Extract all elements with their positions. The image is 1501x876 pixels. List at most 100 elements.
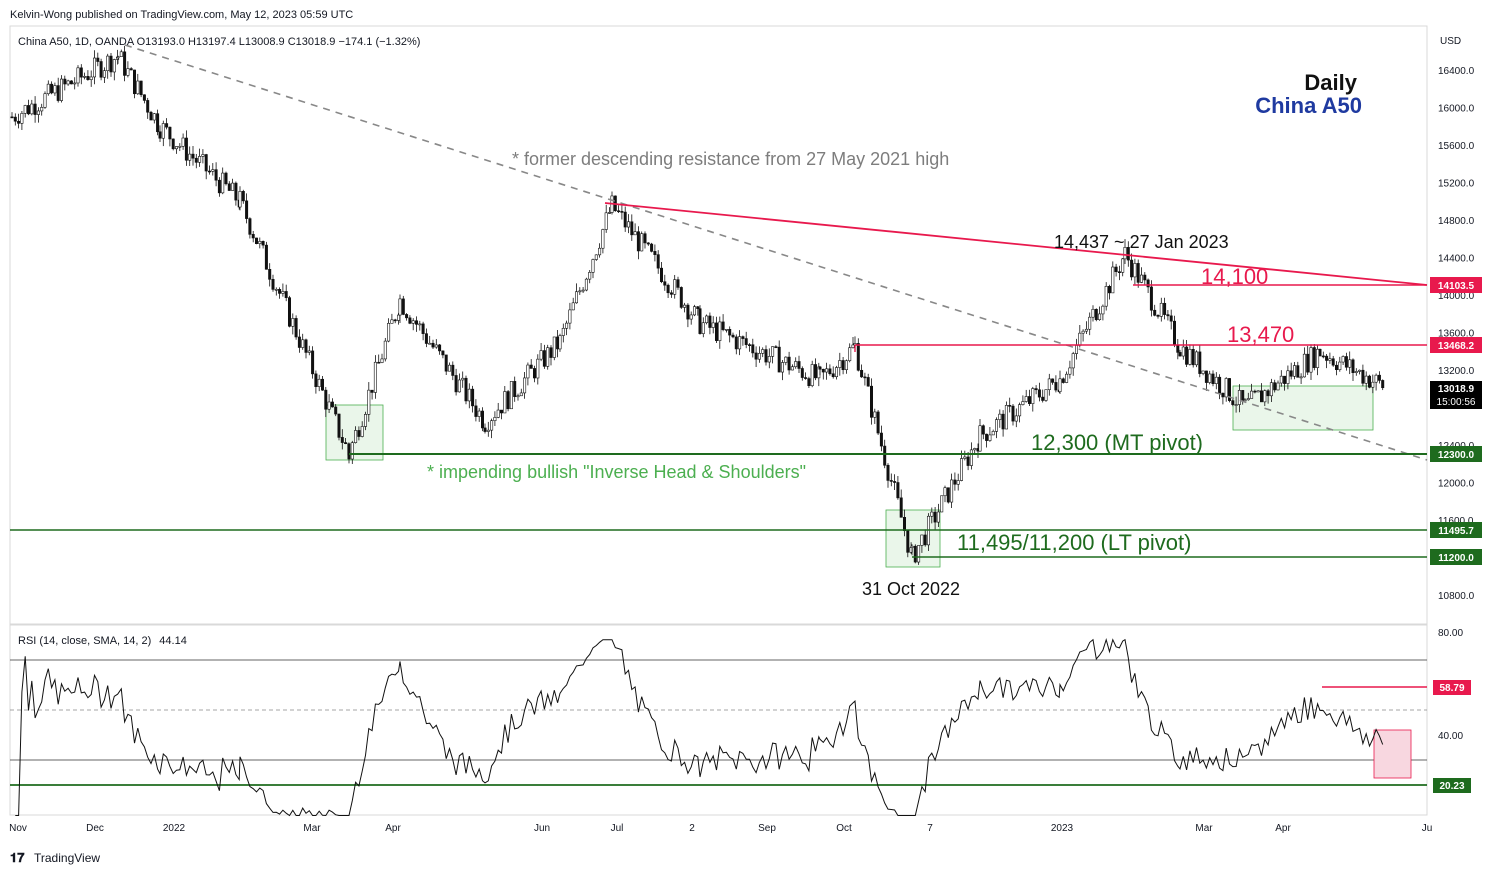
price-tag-last: 13018.9 15:00:56 bbox=[1430, 381, 1482, 409]
footer-brand: TradingView bbox=[34, 851, 100, 865]
candle-body bbox=[1201, 370, 1205, 374]
candle-body bbox=[66, 80, 70, 85]
candle-body bbox=[1021, 401, 1025, 405]
candle-body bbox=[461, 377, 465, 381]
candle-body bbox=[956, 480, 960, 485]
candle-body bbox=[1371, 381, 1375, 388]
candle-body bbox=[231, 182, 235, 191]
candle-body bbox=[1293, 365, 1297, 377]
candle-body bbox=[464, 377, 468, 402]
candle-body bbox=[1149, 286, 1153, 311]
candle-body bbox=[367, 389, 371, 415]
candle-body bbox=[542, 350, 546, 367]
candle-body bbox=[571, 302, 575, 311]
price-tick-0: 16400.0 bbox=[1438, 66, 1475, 77]
candle-body bbox=[1328, 358, 1332, 361]
candle-body bbox=[152, 113, 156, 121]
candle-body bbox=[988, 434, 992, 441]
price-tick-4: 14800.0 bbox=[1438, 216, 1475, 227]
candle-body bbox=[208, 170, 212, 173]
candle-body bbox=[1344, 356, 1348, 368]
candle-body bbox=[112, 59, 116, 73]
candle-body bbox=[1058, 378, 1062, 392]
candle-body bbox=[902, 517, 906, 532]
candle-body bbox=[673, 279, 677, 295]
candle-body bbox=[698, 308, 702, 334]
candle-body bbox=[1091, 308, 1095, 318]
candle-body bbox=[994, 419, 998, 432]
rsi-label: RSI (14, close, SMA, 14, 2) 44.14 bbox=[18, 635, 187, 647]
candle-body bbox=[1208, 373, 1212, 383]
candle-body bbox=[800, 368, 804, 378]
candle-body bbox=[780, 362, 784, 373]
candle-body bbox=[1133, 263, 1137, 278]
candle-body bbox=[96, 57, 100, 62]
candle-body bbox=[643, 233, 647, 244]
candle-body bbox=[1364, 375, 1368, 384]
candle-body bbox=[56, 85, 60, 101]
candle-body bbox=[1296, 365, 1300, 378]
candle-body bbox=[301, 339, 305, 348]
candle-body bbox=[607, 212, 611, 214]
candle-body bbox=[320, 378, 324, 391]
price-tick-2: 15600.0 bbox=[1438, 141, 1475, 152]
candle-body bbox=[646, 242, 650, 245]
candle-body bbox=[879, 432, 883, 447]
candle-body bbox=[565, 322, 569, 329]
candle-body bbox=[451, 364, 455, 376]
candle-body bbox=[493, 417, 497, 421]
candle-body bbox=[721, 321, 725, 330]
candle-body bbox=[30, 103, 34, 115]
candle-body bbox=[940, 495, 944, 513]
tv-logo-icon: 𝟏𝟕 bbox=[10, 850, 25, 865]
time-label-5: Jun bbox=[534, 823, 550, 834]
candle-body bbox=[204, 154, 208, 172]
candle-body bbox=[1130, 259, 1134, 278]
candle-body bbox=[1348, 359, 1352, 368]
time-label-4: Apr bbox=[385, 823, 401, 834]
time-label-7: 2 bbox=[689, 823, 695, 834]
candle-body bbox=[506, 391, 510, 410]
candle-body bbox=[1218, 376, 1222, 394]
time-label-10: 7 bbox=[927, 823, 933, 834]
candle-body bbox=[408, 317, 412, 324]
candle-body bbox=[311, 350, 315, 375]
candle-body bbox=[149, 111, 153, 121]
candle-body bbox=[1037, 389, 1041, 398]
candle-body bbox=[10, 116, 14, 119]
candle-body bbox=[324, 389, 328, 410]
candle-body bbox=[284, 291, 288, 298]
candle-body bbox=[1243, 399, 1247, 402]
candle-body bbox=[297, 336, 301, 348]
candle-body bbox=[234, 182, 238, 201]
candle-body bbox=[659, 267, 663, 283]
candle-body bbox=[1065, 373, 1069, 383]
candle-body bbox=[953, 479, 957, 485]
candle-body bbox=[50, 83, 54, 94]
candle-body bbox=[483, 427, 487, 432]
candle-body bbox=[1084, 328, 1088, 332]
candle-body bbox=[950, 479, 954, 503]
candle-body bbox=[268, 269, 272, 280]
candle-body bbox=[784, 356, 788, 363]
candle-body bbox=[73, 82, 77, 85]
candle-body bbox=[327, 401, 331, 410]
candle-body bbox=[161, 123, 165, 139]
candle-body bbox=[1266, 390, 1270, 397]
right-shoulder-box bbox=[1232, 385, 1374, 431]
candle-body bbox=[287, 297, 291, 327]
candle-body bbox=[1237, 390, 1241, 405]
candle-body bbox=[636, 231, 640, 252]
candle-body bbox=[1188, 349, 1192, 365]
candle-body bbox=[1181, 346, 1185, 357]
candle-body bbox=[181, 137, 185, 147]
candle-body bbox=[663, 281, 667, 286]
candle-body bbox=[387, 323, 391, 342]
candle-body bbox=[1276, 382, 1280, 391]
candle-body bbox=[201, 154, 205, 157]
candle-body bbox=[1014, 415, 1018, 422]
price-tag-11495: 11495.7 bbox=[1430, 522, 1482, 538]
candle-body bbox=[1117, 271, 1121, 273]
candle-body bbox=[486, 429, 490, 432]
